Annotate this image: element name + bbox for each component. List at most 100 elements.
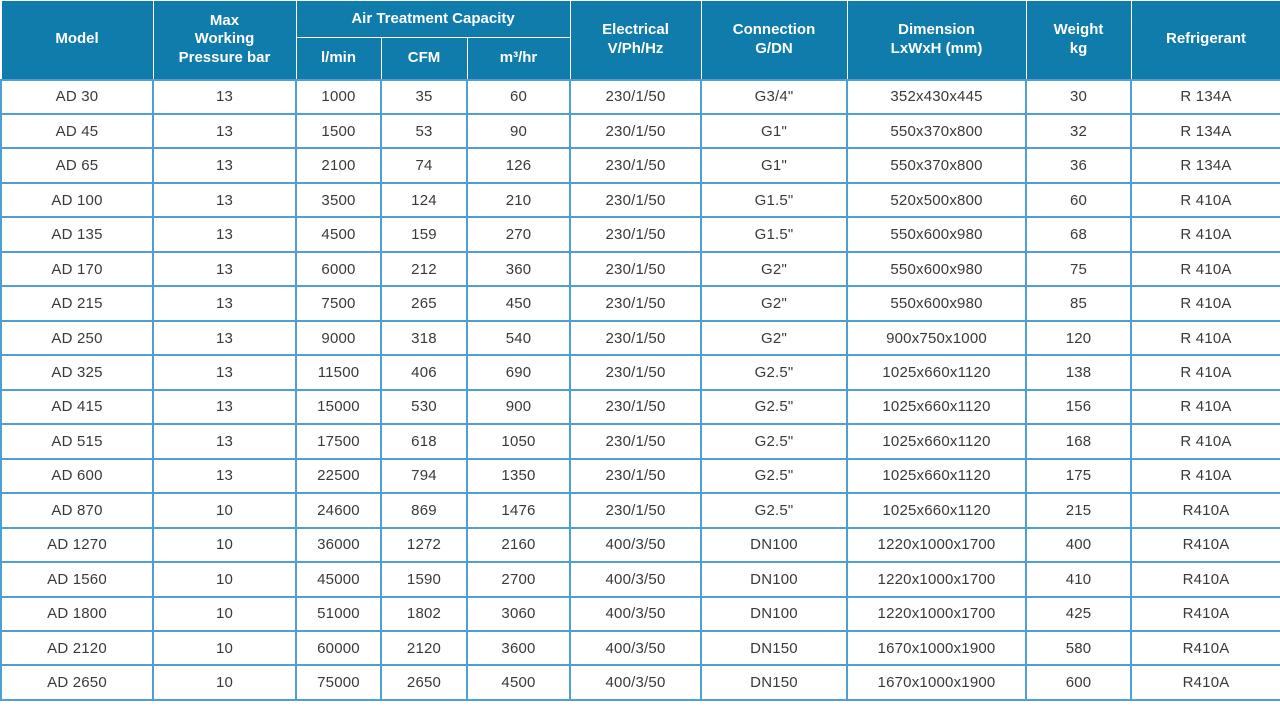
table-row: AD 250 13 9000 318 540 230/1/50 G2" 900x750x100… <box>0 319 1280 357</box>
table-cell: 550x370x800 <box>846 112 1028 150</box>
table-cell: 400/3/50 <box>569 561 703 598</box>
table-cell: R410A <box>1130 629 1280 667</box>
table-cell: 10 <box>152 629 297 667</box>
table-cell: 1025x660x1120 <box>846 492 1028 529</box>
table-cell: 60 <box>465 78 572 115</box>
table-header: Model Max Working Pressure bar Air Treat… <box>0 0 1280 80</box>
table-cell: 9000 <box>295 319 382 357</box>
table-cell: 13 <box>152 354 297 391</box>
table-cell: 156 <box>1025 388 1133 426</box>
table-cell: R 410A <box>1130 216 1280 253</box>
col-header-pressure-line1: Max <box>209 11 240 29</box>
table-cell: 794 <box>380 457 468 495</box>
table-cell: 3060 <box>465 595 572 633</box>
table-cell: G2.5" <box>700 423 849 460</box>
table-cell: 168 <box>1025 423 1133 460</box>
table-row: AD 2650 10 75000 2650 4500 400/3/50 DN150 1670x… <box>0 664 1280 701</box>
col-header-refrigerant: Refrigerant <box>1130 0 1280 80</box>
table-cell: G1" <box>700 112 849 150</box>
table-cell: 36000 <box>295 526 382 564</box>
table-cell: 550x600x980 <box>846 250 1028 288</box>
table-cell: 2120 <box>380 629 468 667</box>
table-cell: 2100 <box>295 147 382 184</box>
table-cell: 13 <box>152 457 297 495</box>
table-cell: 550x600x980 <box>846 285 1028 322</box>
table-cell: 230/1/50 <box>569 492 703 529</box>
table-cell: 400 <box>1025 526 1133 564</box>
table-cell: 13 <box>152 388 297 426</box>
table-cell: 618 <box>380 423 468 460</box>
table-cell: 1670x1000x1900 <box>846 629 1028 667</box>
table-cell: 230/1/50 <box>569 423 703 460</box>
table-cell: AD 515 <box>0 423 154 460</box>
table-cell: G1" <box>700 147 849 184</box>
table-row: AD 65 13 2100 74 126 230/1/50 G1" 550x370x800 36… <box>0 147 1280 184</box>
table-row: AD 325 13 11500 406 690 230/1/50 G2.5" 1025x660… <box>0 354 1280 391</box>
table-cell: 400/3/50 <box>569 629 703 667</box>
table-cell: 210 <box>465 181 572 219</box>
table-row: AD 415 13 15000 530 900 230/1/50 G2.5" 1025x660… <box>0 388 1280 426</box>
table-cell: 15000 <box>295 388 382 426</box>
col-header-electrical-line2: V/Ph/Hz <box>607 39 664 57</box>
table-cell: 85 <box>1025 285 1133 322</box>
table-cell: DN150 <box>700 664 849 701</box>
table-cell: 1050 <box>465 423 572 460</box>
table-cell: 869 <box>380 492 468 529</box>
table-cell: G2.5" <box>700 354 849 391</box>
table-cell: R 134A <box>1130 112 1280 150</box>
col-header-weight-line2: kg <box>1069 39 1088 57</box>
table-cell: 406 <box>380 354 468 391</box>
table-cell: 580 <box>1025 629 1133 667</box>
table-cell: AD 1800 <box>0 595 154 633</box>
table-cell: 1220x1000x1700 <box>846 561 1028 598</box>
table-cell: 230/1/50 <box>569 457 703 495</box>
table-row: AD 1270 10 36000 1272 2160 400/3/50 DN100 1220x… <box>0 526 1280 564</box>
table-cell: G1.5" <box>700 181 849 219</box>
table-row: AD 170 13 6000 212 360 230/1/50 G2" 550x600x980… <box>0 250 1280 288</box>
table-cell: 13 <box>152 78 297 115</box>
col-header-dimension: Dimension LxWxH (mm) <box>846 0 1027 80</box>
table-cell: G2" <box>700 285 849 322</box>
table-cell: AD 325 <box>0 354 154 391</box>
table-cell: R410A <box>1130 492 1280 529</box>
table-cell: 36 <box>1025 147 1133 184</box>
table-cell: R410A <box>1130 664 1280 701</box>
table-row: AD 30 13 1000 35 60 230/1/50 G3/4" 352x430x445 3… <box>0 78 1280 115</box>
table-row: AD 135 13 4500 159 270 230/1/50 G1.5" 550x600x9… <box>0 216 1280 253</box>
table-cell: 230/1/50 <box>569 112 703 150</box>
table-cell: R 410A <box>1130 457 1280 495</box>
table-cell: 450 <box>465 285 572 322</box>
table-cell: 1802 <box>380 595 468 633</box>
table-row: AD 215 13 7500 265 450 230/1/50 G2" 550x600x980… <box>0 285 1280 322</box>
table-row: AD 45 13 1500 53 90 230/1/50 G1" 550x370x800 32 R… <box>0 112 1280 150</box>
table-cell: AD 135 <box>0 216 154 253</box>
table-cell: 6000 <box>295 250 382 288</box>
col-header-lmin: l/min <box>295 37 382 80</box>
table-cell: 159 <box>380 216 468 253</box>
table-cell: 1025x660x1120 <box>846 388 1028 426</box>
col-header-cfm: CFM <box>380 37 468 80</box>
table-cell: 51000 <box>295 595 382 633</box>
table-cell: 60 <box>1025 181 1133 219</box>
col-header-pressure: Max Working Pressure bar <box>152 0 297 80</box>
table-cell: 120 <box>1025 319 1133 357</box>
table-cell: 13 <box>152 319 297 357</box>
table-cell: 540 <box>465 319 572 357</box>
table-cell: AD 2650 <box>0 664 154 701</box>
table-cell: 175 <box>1025 457 1133 495</box>
table-cell: 215 <box>1025 492 1133 529</box>
table-cell: R 410A <box>1130 354 1280 391</box>
table-cell: 126 <box>465 147 572 184</box>
table-cell: 53 <box>380 112 468 150</box>
table-cell: 10 <box>152 664 297 701</box>
table-cell: 24600 <box>295 492 382 529</box>
col-header-capacity-group: Air Treatment Capacity <box>295 0 571 38</box>
table-cell: 22500 <box>295 457 382 495</box>
table-cell: R410A <box>1130 526 1280 564</box>
table-cell: 1025x660x1120 <box>846 423 1028 460</box>
table-cell: 13 <box>152 285 297 322</box>
table-cell: 550x370x800 <box>846 147 1028 184</box>
table-cell: 10 <box>152 595 297 633</box>
table-cell: R 410A <box>1130 285 1280 322</box>
col-header-weight-line1: Weight <box>1053 21 1104 38</box>
